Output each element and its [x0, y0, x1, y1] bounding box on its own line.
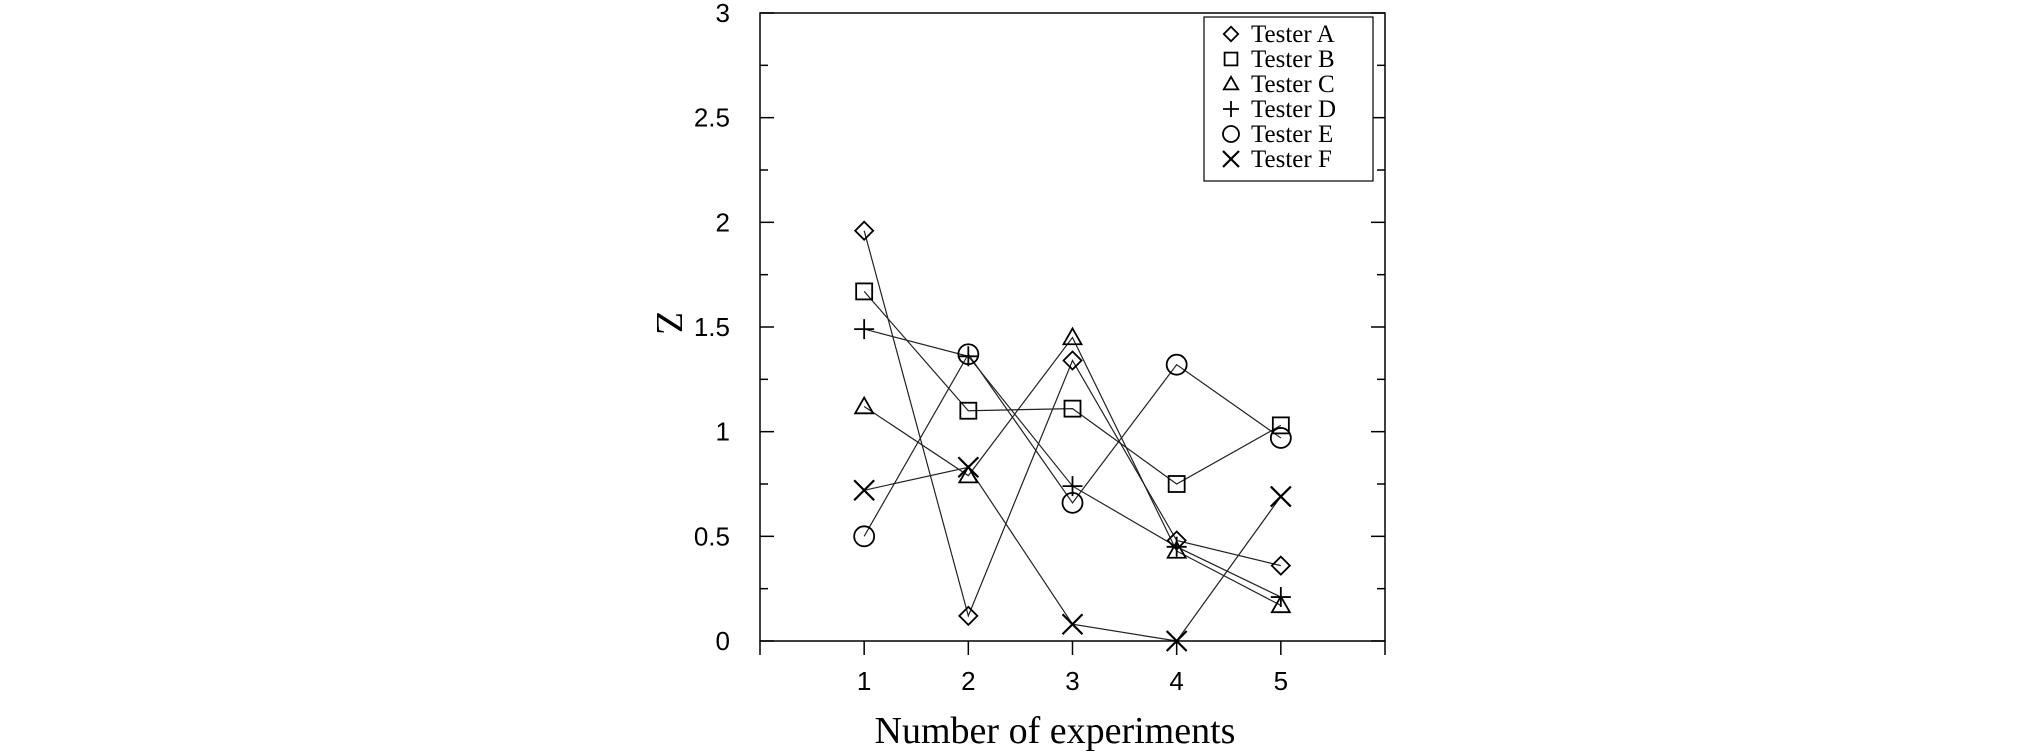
data-point-square [855, 282, 874, 301]
y-tick-label: 1 [716, 417, 730, 447]
data-point-circle [853, 525, 876, 548]
legend-marker-square [1223, 51, 1239, 67]
y-tick-label: 0 [716, 626, 730, 656]
y-tick-label: 1.5 [694, 312, 730, 342]
data-point-diamond [958, 605, 979, 627]
y-tick-label: 0.5 [694, 521, 730, 551]
data-point-plus [958, 346, 979, 367]
y-tick-label: 2 [716, 207, 730, 237]
legend-marker-cross [1222, 150, 1240, 168]
legend-marker-plus [1223, 101, 1239, 117]
series-lines [863, 230, 1282, 642]
series-markers [853, 220, 1292, 652]
data-point-circle [1269, 427, 1292, 449]
data-point-square [1063, 399, 1082, 418]
data-point-diamond [1270, 555, 1292, 576]
x-tick-label: 5 [1274, 666, 1288, 696]
data-point-triangle [957, 464, 979, 484]
legend-label: Tester E [1251, 121, 1333, 148]
axes: 0 0.5 1 1.5 2 2.5 3 1 2 3 4 5 [694, 0, 1386, 696]
legend-marker-circle [1222, 125, 1240, 143]
data-point-triangle [853, 395, 875, 415]
data-point-circle [957, 343, 980, 366]
x-tick-label: 4 [1169, 666, 1183, 696]
legend-marker-diamond [1222, 25, 1240, 43]
y-tick-label: 2.5 [694, 103, 730, 133]
series-line-1 [863, 230, 1281, 618]
data-point-cross [957, 456, 980, 479]
x-tick-label: 3 [1065, 666, 1079, 696]
data-point-square [1271, 416, 1290, 435]
legend-label: Tester C [1251, 71, 1335, 98]
data-point-circle [1061, 491, 1084, 514]
y-tick-label: 3 [716, 0, 730, 28]
data-point-triangle [1061, 326, 1084, 346]
data-point-cross [1270, 485, 1292, 508]
x-tick-label: 1 [857, 666, 871, 696]
data-point-plus [854, 319, 875, 340]
legend-box [1203, 16, 1374, 182]
data-point-circle [1165, 353, 1188, 376]
series-line-5 [863, 353, 1282, 537]
x-axis-title: Number of experiments [875, 710, 1236, 752]
legend-label: Tester B [1251, 46, 1335, 73]
legend-label: Tester D [1251, 96, 1336, 123]
data-point-cross [853, 479, 875, 502]
x-tick-label: 2 [961, 666, 975, 696]
data-point-plus [1166, 536, 1187, 557]
data-point-triangle [1166, 540, 1188, 559]
y-axis-title: Z [648, 311, 690, 334]
data-point-plus [1270, 587, 1291, 608]
data-point-diamond [1062, 350, 1083, 371]
data-point-triangle [1270, 594, 1292, 614]
data-point-diamond [853, 220, 875, 241]
data-point-square [1167, 475, 1186, 493]
data-point-cross [1061, 613, 1084, 636]
legend-label: Tester F [1251, 146, 1332, 173]
data-point-square [959, 401, 978, 420]
legend-label: Tester A [1251, 21, 1335, 48]
series-line-2 [863, 291, 1282, 485]
legend-marker-triangle [1222, 74, 1240, 91]
series-line-3 [863, 336, 1282, 606]
